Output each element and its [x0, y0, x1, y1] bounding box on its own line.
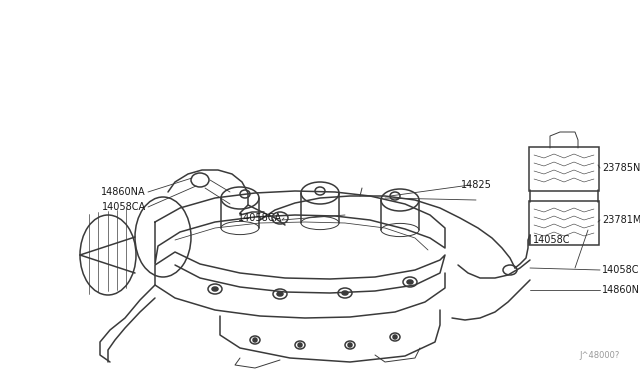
Ellipse shape — [298, 343, 302, 347]
Text: 23785N: 23785N — [602, 163, 640, 173]
Text: 14860NA: 14860NA — [101, 187, 146, 197]
Ellipse shape — [212, 287, 218, 291]
Text: J^48000?: J^48000? — [580, 351, 620, 360]
Ellipse shape — [253, 338, 257, 342]
Ellipse shape — [407, 280, 413, 284]
Text: 23781M: 23781M — [602, 215, 640, 225]
Text: 14058C: 14058C — [602, 265, 639, 275]
Text: 14860N: 14860N — [602, 285, 640, 295]
Text: 14058CA: 14058CA — [102, 202, 146, 212]
Ellipse shape — [277, 292, 283, 296]
Ellipse shape — [393, 335, 397, 339]
Text: 14058CA: 14058CA — [238, 213, 282, 223]
Ellipse shape — [348, 343, 352, 347]
Text: 14058C: 14058C — [532, 235, 570, 245]
Text: 14825: 14825 — [461, 180, 492, 190]
Ellipse shape — [342, 291, 348, 295]
